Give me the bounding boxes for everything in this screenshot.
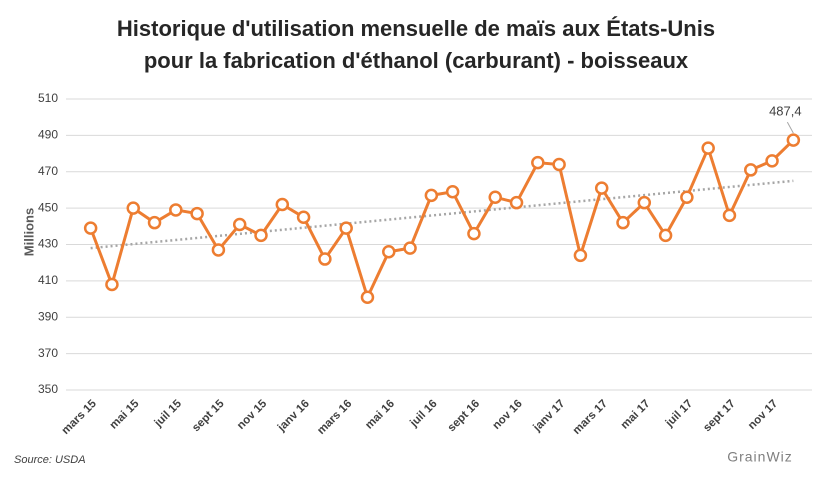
point bbox=[126, 201, 140, 215]
y-tick-label: 510 bbox=[38, 91, 58, 105]
point bbox=[467, 226, 481, 241]
point bbox=[680, 190, 694, 204]
x-tick-label: nov 17 bbox=[746, 398, 780, 432]
point bbox=[424, 188, 439, 203]
x-tick-label: juil 17 bbox=[663, 398, 695, 430]
y-tick-label: 430 bbox=[38, 237, 58, 251]
y-tick-label: 410 bbox=[38, 273, 58, 287]
point bbox=[594, 181, 609, 195]
y-tick-label: 370 bbox=[38, 346, 58, 360]
point bbox=[701, 141, 715, 155]
x-tick-label: juil 16 bbox=[407, 398, 439, 430]
point bbox=[531, 155, 545, 170]
point bbox=[339, 221, 353, 235]
x-tick-label: sept 17 bbox=[701, 398, 738, 435]
x-tick-label: nov 16 bbox=[491, 398, 525, 432]
data-label: 487,4 bbox=[769, 104, 802, 119]
point bbox=[616, 215, 630, 230]
point bbox=[83, 221, 98, 235]
logo: GrainWiz bbox=[727, 449, 793, 465]
x-tick-label: mars 17 bbox=[571, 398, 610, 437]
point bbox=[488, 190, 502, 204]
label-leader bbox=[786, 121, 794, 134]
x-tick-label: mai 16 bbox=[363, 398, 397, 432]
x-tick-label: mai 15 bbox=[108, 397, 142, 431]
point bbox=[147, 215, 162, 230]
y-axis-label: Millions bbox=[21, 208, 36, 256]
point bbox=[403, 241, 417, 255]
point bbox=[254, 228, 268, 243]
point bbox=[509, 195, 524, 210]
point bbox=[296, 210, 311, 224]
x-tick-label: janv 17 bbox=[531, 398, 568, 435]
y-tick-label: 350 bbox=[38, 382, 58, 396]
y-tick-label: 450 bbox=[38, 200, 58, 214]
x-tick-label: juil 15 bbox=[152, 397, 185, 430]
point bbox=[765, 154, 779, 168]
x-tick-label: nov 15 bbox=[235, 397, 270, 432]
x-tick-label: mars 15 bbox=[60, 397, 100, 437]
point bbox=[318, 252, 332, 266]
point bbox=[211, 243, 226, 257]
source: Source: USDA bbox=[14, 454, 86, 466]
x-tick-label: janv 16 bbox=[275, 398, 312, 435]
x-tick-label: mars 16 bbox=[315, 398, 354, 437]
point bbox=[722, 208, 737, 223]
point bbox=[382, 245, 396, 259]
chart-title: pour la fabrication d'éthanol (carburant… bbox=[144, 48, 689, 73]
chart-title: Historique d'utilisation mensuelle de ma… bbox=[117, 16, 715, 41]
y-tick-label: 390 bbox=[38, 309, 58, 323]
point bbox=[573, 248, 588, 263]
series-line bbox=[89, 139, 795, 302]
point bbox=[275, 197, 290, 212]
point bbox=[169, 203, 183, 217]
x-tick-label: sept 16 bbox=[446, 398, 483, 435]
point bbox=[232, 217, 247, 232]
point bbox=[637, 195, 652, 210]
y-tick-label: 470 bbox=[38, 164, 58, 178]
point bbox=[445, 185, 460, 199]
point bbox=[552, 157, 566, 172]
point bbox=[360, 290, 375, 304]
point bbox=[786, 133, 801, 147]
x-tick-label: sept 15 bbox=[190, 397, 227, 434]
y-tick-label: 490 bbox=[38, 128, 58, 142]
point bbox=[105, 277, 119, 292]
point bbox=[190, 206, 204, 221]
point bbox=[658, 228, 673, 243]
point bbox=[744, 163, 758, 177]
x-tick-label: mai 17 bbox=[619, 398, 653, 432]
